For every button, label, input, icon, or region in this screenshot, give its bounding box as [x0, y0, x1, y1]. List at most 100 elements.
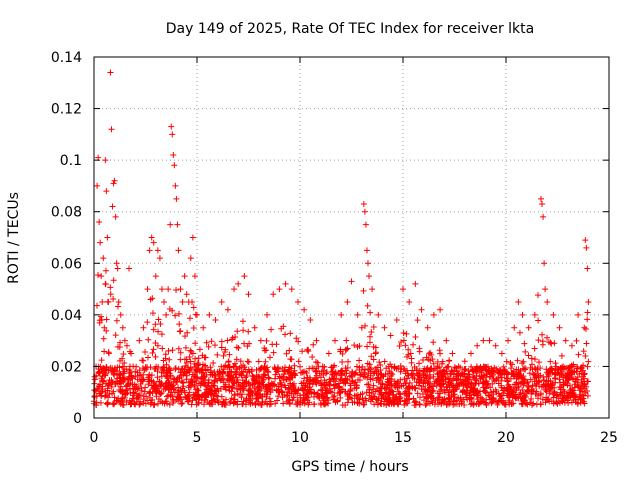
roti-point — [584, 265, 591, 272]
roti-baseline-point — [241, 340, 247, 347]
roti-baseline-point — [133, 383, 140, 390]
roti-baseline-point — [444, 363, 451, 370]
roti-point — [126, 265, 133, 272]
roti-baseline-point — [116, 364, 123, 371]
roti-baseline-point — [410, 341, 417, 348]
roti-point — [539, 200, 546, 207]
roti-point — [461, 358, 468, 365]
roti-point — [540, 213, 547, 220]
roti-baseline-point — [181, 389, 188, 396]
roti-baseline-point — [522, 397, 529, 404]
roti-baseline-point — [228, 374, 235, 381]
roti-baseline-point — [450, 401, 457, 408]
roti-baseline-point — [293, 335, 300, 342]
roti-baseline-point — [584, 378, 591, 385]
roti-baseline-point — [280, 400, 287, 407]
roti-baseline-point — [287, 380, 294, 387]
roti-point — [449, 350, 456, 357]
roti-baseline-point — [569, 369, 576, 376]
roti-baseline-point — [427, 389, 434, 396]
roti-baseline-point — [359, 363, 366, 370]
roti-baseline-point — [496, 397, 503, 404]
roti-baseline-point — [490, 396, 497, 403]
roti-point — [585, 298, 592, 305]
roti-baseline-point — [412, 334, 419, 341]
roti-baseline-point — [528, 395, 535, 402]
roti-baseline-point — [416, 400, 423, 407]
roti-baseline-point — [430, 373, 437, 380]
roti-baseline-point — [187, 347, 194, 354]
roti-point — [107, 69, 114, 76]
roti-baseline-point — [370, 356, 377, 363]
roti-baseline-point — [262, 358, 269, 365]
roti-point — [189, 234, 196, 241]
roti-point — [175, 247, 182, 254]
roti-point — [474, 342, 481, 349]
roti-baseline-point — [413, 379, 420, 386]
roti-baseline-point — [284, 376, 291, 383]
roti-point — [360, 200, 367, 207]
roti-baseline-point — [370, 382, 377, 389]
roti-baseline-point — [356, 343, 363, 350]
roti-baseline-point — [576, 370, 583, 377]
roti-baseline-point — [520, 365, 527, 372]
roti-baseline-point — [306, 365, 313, 372]
roti-baseline-point — [112, 332, 119, 339]
roti-baseline-point — [151, 365, 158, 372]
roti-point — [307, 317, 314, 324]
roti-baseline-point — [210, 382, 217, 389]
roti-baseline-point — [258, 401, 265, 408]
roti-baseline-point — [281, 370, 288, 377]
roti-baseline-point — [255, 358, 262, 365]
roti-point — [185, 298, 192, 305]
roti-baseline-point — [160, 357, 167, 364]
roti-baseline-point — [169, 347, 176, 354]
roti-baseline-point — [158, 331, 165, 338]
roti-baseline-point — [185, 384, 192, 391]
roti-point — [171, 162, 178, 169]
roti-point — [541, 260, 548, 267]
roti-baseline-point — [504, 375, 511, 382]
roti-baseline-point — [370, 324, 377, 331]
roti-baseline-point — [406, 379, 413, 386]
roti-baseline-point — [364, 360, 371, 367]
roti-baseline-point — [199, 366, 206, 373]
roti-baseline-point — [255, 386, 262, 393]
roti-baseline-point — [580, 348, 587, 355]
axes: 0 5 10 15 20 25 0 0.02 0.04 0.06 0.08 0.1 0.12 0.14 — [51, 50, 618, 446]
roti-point — [366, 273, 373, 280]
roti-baseline-point — [226, 383, 233, 390]
roti-baseline-point — [364, 343, 371, 350]
roti-point — [531, 311, 538, 318]
x-tick-label: 25 — [600, 430, 618, 446]
roti-baseline-point — [436, 376, 443, 383]
roti-point — [583, 244, 590, 251]
roti-baseline-point — [287, 374, 294, 381]
roti-point — [200, 324, 207, 331]
roti-baseline-point — [188, 401, 195, 408]
roti-baseline-point — [438, 360, 445, 367]
roti-baseline-point — [174, 393, 181, 400]
roti-baseline-point — [436, 394, 443, 401]
roti-baseline-point — [474, 392, 481, 399]
roti-baseline-point — [430, 367, 437, 374]
roti-baseline-point — [274, 397, 281, 404]
roti-baseline-point — [214, 385, 221, 392]
roti-baseline-point — [470, 401, 477, 408]
roti-point — [187, 255, 194, 262]
roti-baseline-point — [303, 394, 310, 401]
roti-baseline-point — [446, 398, 453, 405]
roti-point — [218, 298, 225, 305]
roti-baseline-point — [550, 400, 557, 407]
roti-point — [165, 286, 172, 293]
roti-baseline-point — [408, 355, 415, 362]
roti-baseline-point — [122, 391, 129, 398]
roti-baseline-point — [310, 377, 317, 384]
roti-baseline-point — [563, 394, 570, 401]
roti-baseline-point — [430, 339, 437, 346]
x-tick-label: 0 — [90, 430, 99, 446]
roti-point — [362, 221, 369, 228]
roti-baseline-point — [370, 343, 377, 350]
roti-baseline-point — [491, 364, 498, 371]
roti-baseline-point — [163, 367, 170, 374]
